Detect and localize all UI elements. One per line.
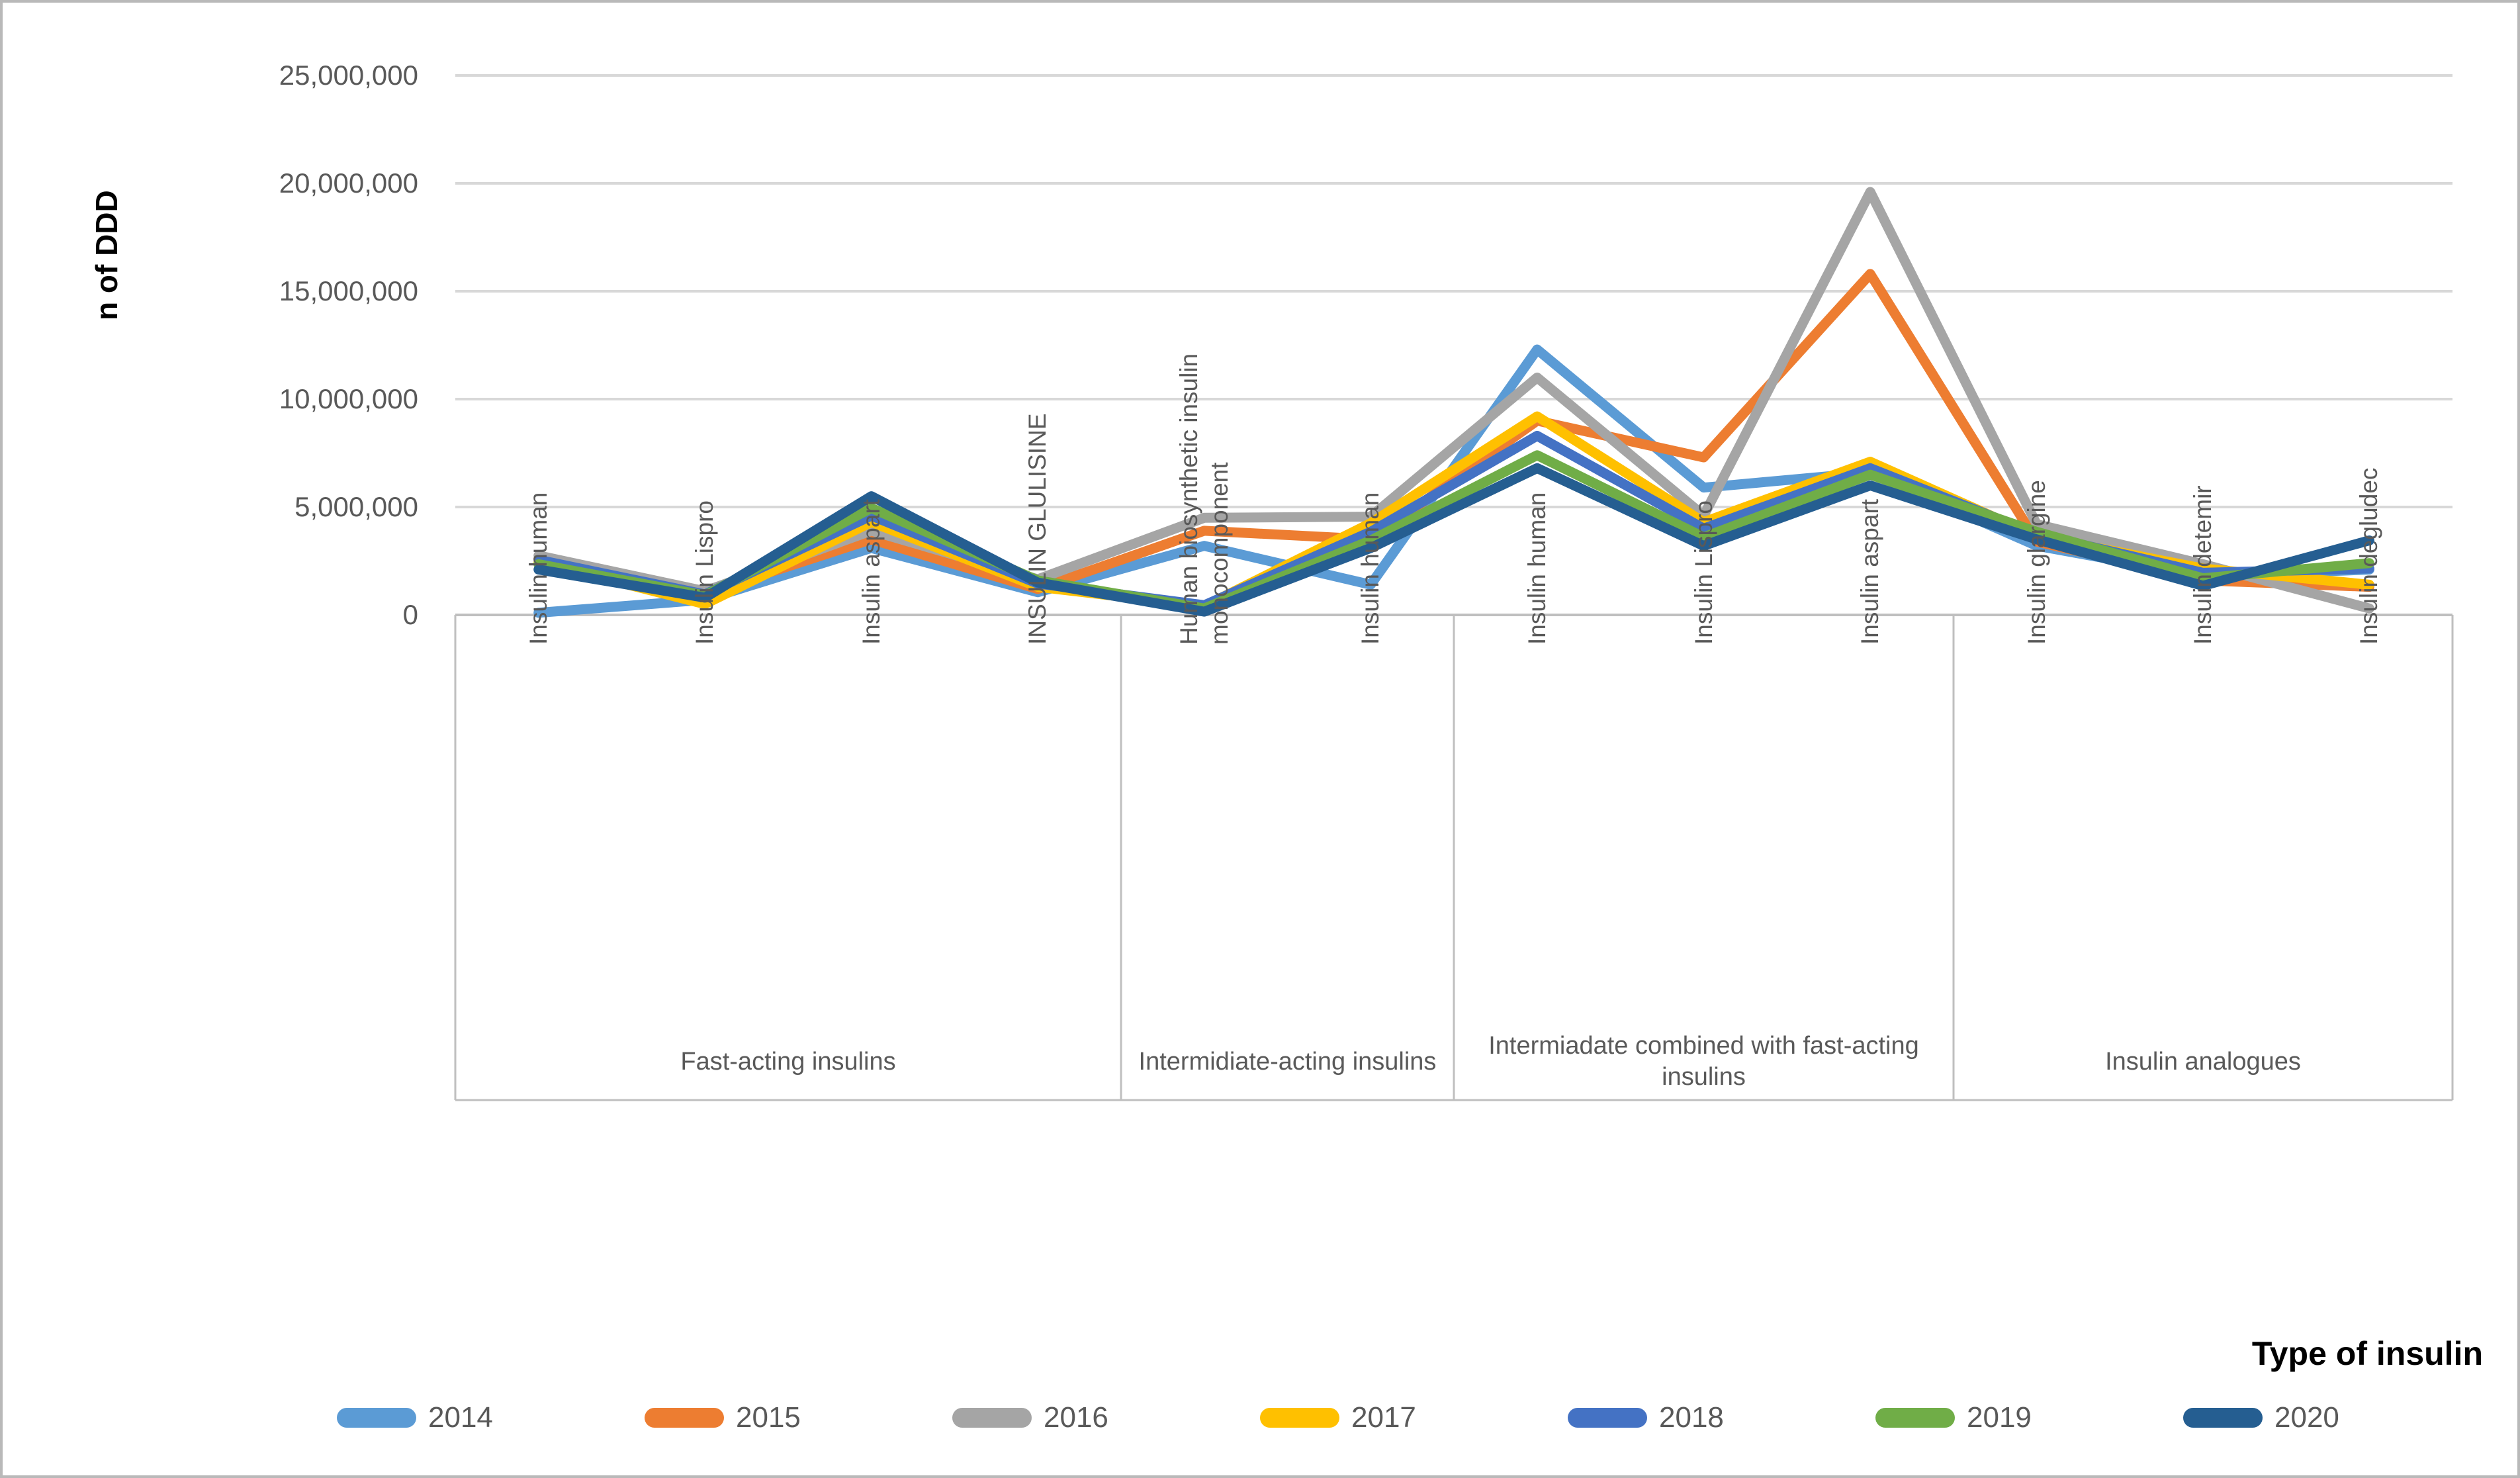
legend-swatch-icon (1260, 1408, 1339, 1428)
x-axis-title: Type of insulin (2251, 1335, 2483, 1372)
legend-label: 2015 (736, 1401, 801, 1434)
y-tick-label: 0 (402, 599, 418, 630)
legend-swatch-icon (1875, 1408, 1955, 1428)
x-group-label: Intermiadate combined with fast-acting i… (1488, 1032, 1919, 1091)
legend-swatch-icon (952, 1408, 1032, 1428)
series-line-2020 (533, 463, 2374, 617)
legend-label: 2016 (1044, 1401, 1108, 1434)
legend-swatch-icon (2183, 1408, 2263, 1428)
legend-swatch-icon (1568, 1408, 1647, 1428)
legend-label: 2019 (1967, 1401, 2032, 1434)
x-group-label: Fast-acting insulins (680, 1047, 896, 1076)
legend-swatch-icon (645, 1408, 724, 1428)
legend-label: 2020 (2274, 1401, 2339, 1434)
series-line-2019 (533, 450, 2374, 614)
legend-item-2020: 2020 (2183, 1401, 2339, 1435)
legend-item-2017: 2017 (1260, 1401, 1416, 1435)
legend-label: 2017 (1351, 1401, 1416, 1434)
legend-item-2019: 2019 (1875, 1401, 2032, 1435)
legend-item-2014: 2014 (337, 1401, 493, 1435)
legend-item-2016: 2016 (952, 1401, 1108, 1435)
y-tick-label: 10,000,000 (279, 383, 418, 414)
y-tick-label: 25,000,000 (279, 60, 418, 91)
y-tick-label: 15,000,000 (279, 275, 418, 306)
x-group-label: Intermidiate-acting insulins (1138, 1047, 1437, 1076)
x-group-label: Insulin analogues (2105, 1047, 2301, 1076)
legend-swatch-icon (337, 1408, 416, 1428)
y-tick-label: 5,000,000 (294, 491, 418, 522)
legend-label: 2014 (428, 1401, 493, 1434)
legend-item-2018: 2018 (1568, 1401, 1724, 1435)
plot-area (454, 74, 2454, 1101)
legend-item-2015: 2015 (645, 1401, 801, 1435)
legend-label: 2018 (1659, 1401, 1724, 1434)
y-tick-label: 20,000,000 (279, 167, 418, 199)
